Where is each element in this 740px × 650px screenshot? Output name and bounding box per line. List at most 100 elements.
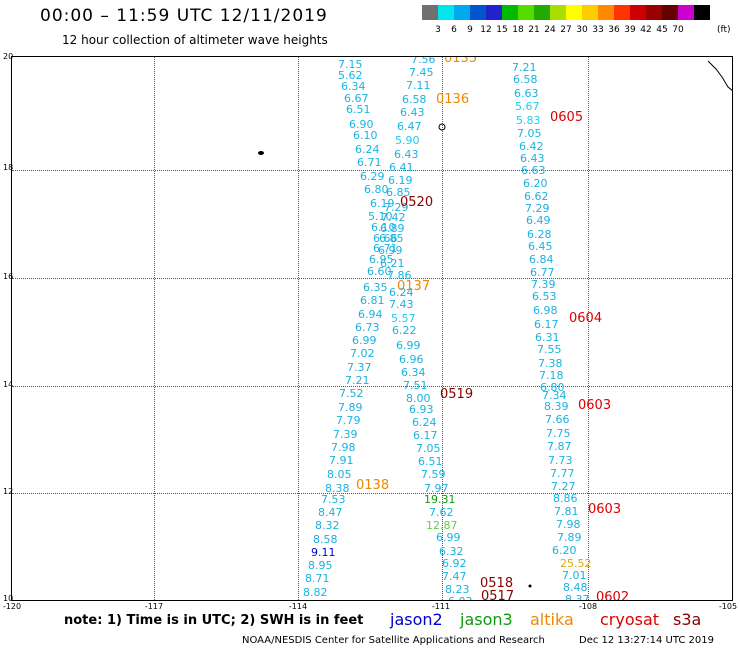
scale-tick-label: 24	[544, 25, 556, 35]
wave-height-value: 8.47	[318, 506, 343, 519]
wave-height-value: 8.38	[325, 482, 350, 495]
wave-height-value: 6.98	[533, 304, 558, 317]
wave-height-value: 6.19	[388, 174, 413, 187]
scale-tick-label: 42	[640, 25, 652, 35]
wave-height-value: 6.71	[373, 242, 398, 255]
pass-time-label: 0137	[397, 279, 431, 294]
wave-height-value: 6.43	[400, 106, 425, 119]
pass-time-label: 0517	[481, 589, 515, 601]
wave-height-value: 6.58	[402, 93, 427, 106]
pass-time-label: 0603	[588, 502, 622, 517]
wave-height-value: 6.10	[371, 221, 396, 234]
wave-height-value: 6.29	[360, 170, 385, 183]
wave-height-value: 6.20	[523, 177, 548, 190]
legend-s3a: s3a	[673, 610, 702, 629]
wave-height-value: 7.21	[345, 374, 370, 387]
wave-height-value: 5.62	[338, 69, 363, 82]
wave-height-value: 7.66	[545, 413, 570, 426]
scale-tick-label: 45	[656, 25, 668, 35]
lat-label-14: 14	[3, 380, 14, 389]
lon-label-114: -114	[288, 602, 308, 611]
meridian-gridline	[588, 57, 589, 600]
wave-height-value: 6.58	[513, 73, 538, 86]
wave-height-value: 6.43	[394, 148, 419, 161]
scale-tick-label: 36	[608, 25, 620, 35]
wave-height-value: 6.93	[409, 403, 434, 416]
map-area[interactable]: 7.15 5.62 6.34 6.67 6.51 6.90 6.10 6.24 6.71 6.29…	[11, 56, 733, 601]
wave-height-value: 6.62	[524, 190, 549, 203]
wave-height-value: 8.23	[445, 583, 470, 596]
wave-height-value: 7.01	[562, 569, 587, 582]
scale-tick-label: 33	[592, 25, 604, 35]
meridian-gridline	[154, 57, 155, 600]
wave-height-value: 6.24	[355, 143, 380, 156]
scale-swatch	[470, 5, 486, 20]
wave-height-value: 7.21	[512, 61, 537, 74]
wave-height-value: 6.24	[412, 416, 437, 429]
wave-height-value: 6.35	[363, 281, 388, 294]
wave-height-value: 6.17	[534, 318, 559, 331]
scale-tick-label: 3	[435, 25, 441, 35]
scale-swatch	[550, 5, 566, 20]
lat-label-16: 16	[3, 272, 14, 281]
scale-tick-label: 6	[451, 25, 457, 35]
parallel-gridline	[12, 278, 732, 279]
scale-swatch	[454, 5, 470, 20]
wave-height-value: 6.92	[442, 557, 467, 570]
scale-tick-label: 18	[512, 25, 524, 35]
wave-height-value: 6.24	[389, 286, 414, 299]
wave-height-value: 7.87	[547, 440, 572, 453]
lat-label-20: 20	[3, 52, 14, 61]
scale-tick-label: 9	[467, 25, 473, 35]
wave-height-value: 6.41	[389, 161, 414, 174]
wave-height-value: 6.66	[373, 232, 398, 245]
wave-height-value: 6.89	[380, 222, 405, 235]
scale-tick-label: 15	[496, 25, 508, 35]
scale-swatch	[646, 5, 662, 20]
wave-height-value: 8.82	[303, 586, 328, 599]
wave-height-value: 6.20	[552, 544, 577, 557]
pass-time-label: 0135	[444, 56, 478, 66]
wave-height-value: 6.84	[529, 253, 554, 266]
wave-height-value: 6.51	[418, 455, 443, 468]
wave-height-value: 7.39	[531, 278, 556, 291]
wave-height-value: 6.85	[379, 232, 404, 245]
pass-time-label: 0518	[480, 576, 514, 591]
page-title: 00:00 – 11:59 UTC 12/11/2019	[40, 6, 328, 26]
wave-height-value: 7.27	[551, 480, 576, 493]
scale-swatch	[678, 5, 694, 20]
wave-height-value: 6.03	[448, 596, 473, 600]
wave-height-value: 6.32	[439, 545, 464, 558]
wave-height-value: 7.05	[517, 127, 542, 140]
footer-note: note: 1) Time is in UTC; 2) SWH is in fe…	[64, 613, 364, 628]
wave-height-value: 7.43	[389, 298, 414, 311]
wave-height-value: 6.99	[352, 334, 377, 347]
wave-height-value: 6.81	[360, 294, 385, 307]
lon-label-120: -120	[2, 602, 22, 611]
wave-height-value: 7.98	[556, 518, 581, 531]
wave-height-value: 7.73	[548, 454, 573, 467]
wave-height-value: 7.47	[442, 570, 467, 583]
wave-height-value: 7.15	[338, 58, 363, 71]
wave-height-value: 19.31	[424, 493, 456, 506]
wave-height-value: 6.31	[535, 331, 560, 344]
pass-time-label: 0602	[596, 590, 630, 601]
wave-height-value: 8.48	[563, 581, 588, 594]
wave-height-value: 7.29	[525, 202, 550, 215]
parallel-gridline	[12, 493, 732, 494]
wave-height-value: 7.62	[429, 506, 454, 519]
wave-height-value: 7.56	[411, 56, 436, 66]
wave-height-value: 6.49	[526, 214, 551, 227]
wave-height-value: 7.51	[403, 379, 428, 392]
wave-height-value: 6.10	[353, 129, 378, 142]
wave-height-value: 6.45	[528, 240, 553, 253]
wave-height-value: 8.37	[565, 593, 590, 601]
wave-height-value: 6.34	[401, 366, 426, 379]
wave-height-value: 7.89	[557, 531, 582, 544]
wave-height-value: 6.80	[540, 381, 565, 394]
wave-height-value: 8.00	[406, 392, 431, 405]
wave-height-value: 6.90	[349, 118, 374, 131]
wave-height-value: 8.58	[313, 533, 338, 546]
wave-height-value: 6.99	[396, 339, 421, 352]
scale-swatch	[598, 5, 614, 20]
